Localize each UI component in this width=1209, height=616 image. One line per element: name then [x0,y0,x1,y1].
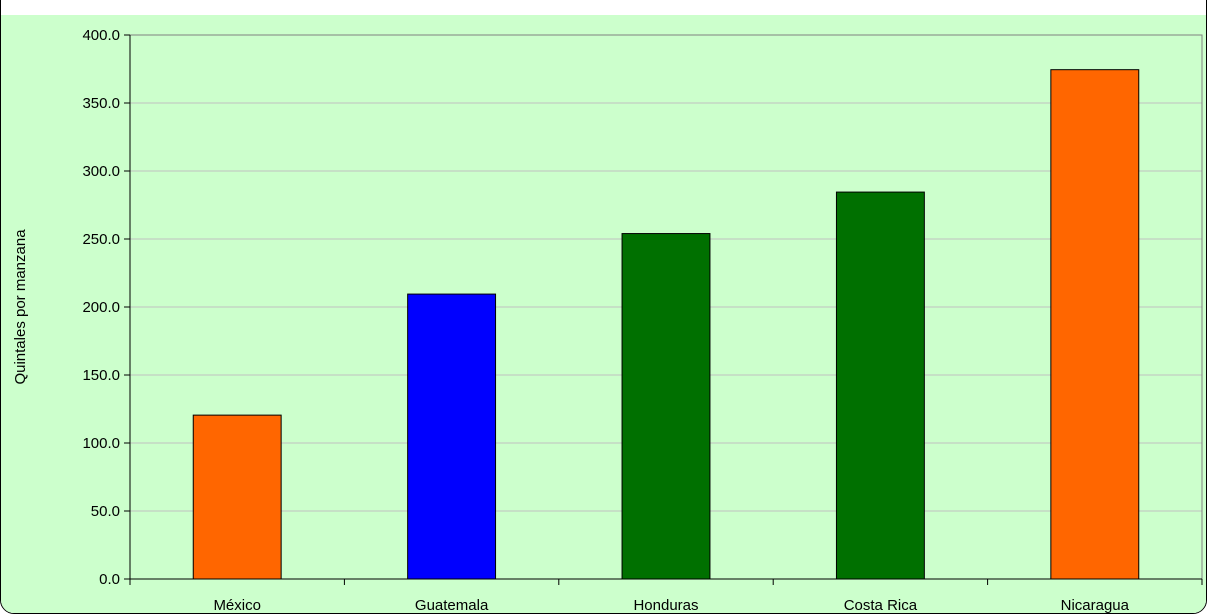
y-tick-label: 100.0 [82,435,120,452]
y-tick-label: 400.0 [82,27,120,44]
y-tick-label: 150.0 [82,367,120,384]
y-axis-title: Quintales por manzana [12,229,29,385]
bar-honduras [621,233,711,580]
bar-m-xico [192,414,282,580]
y-tick-label: 250.0 [82,231,120,248]
x-tick-labels: México Guatemala Honduras Costa Rica Nicarag… [129,579,1203,614]
y-tick-label: 50.0 [91,503,120,520]
x-tick-label: Honduras [633,597,698,614]
x-tick-label: Nicaragua [1061,597,1130,614]
bar-chart: 0.0 50.0 100.0 150.0 200.0 250.0 300.0 350.0 400… [1,15,1206,614]
x-tick-label: México [213,597,261,614]
bars [192,69,1140,580]
x-tick-label: Costa Rica [844,597,918,614]
y-tick-label: 300.0 [82,163,120,180]
bar-costa-rica [835,191,925,580]
bar-nicaragua [1050,69,1140,580]
y-tick-label: 350.0 [82,95,120,112]
x-tick-label: Guatemala [415,597,489,614]
bar-guatemala [407,293,497,580]
chart-background [1,15,1206,613]
y-tick-labels: 0.0 50.0 100.0 150.0 200.0 250.0 300.0 350.0 400… [82,27,130,588]
y-tick-label: 0.0 [99,571,120,588]
y-tick-label: 200.0 [82,299,120,316]
